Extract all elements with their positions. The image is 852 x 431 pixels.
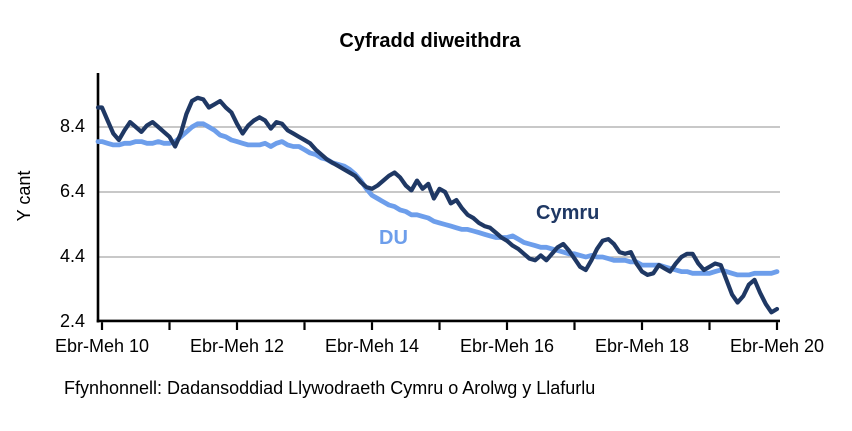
series-label-cymru: Cymru <box>536 202 600 224</box>
chart-title: Cyfradd diweithdra <box>339 30 521 52</box>
x-tick-label: Ebr-Meh 20 <box>729 336 825 356</box>
y-tick-label: 6.4 <box>59 181 85 201</box>
y-tick-label: 4.4 <box>59 246 85 266</box>
x-tick-label: Ebr-Meh 10 <box>54 336 150 356</box>
series-line-du <box>95 121 780 278</box>
source-note: Ffynhonnell: Dadansoddiad Llywodraeth Cy… <box>64 378 596 398</box>
series-line-cymru <box>95 95 780 315</box>
series-label-du: DU <box>379 227 408 249</box>
y-tick-label: 8.4 <box>59 116 85 136</box>
x-tick-label: Ebr-Meh 16 <box>459 336 555 356</box>
x-tick-label: Ebr-Meh 14 <box>324 336 420 356</box>
x-tick-label: Ebr-Meh 18 <box>594 336 690 356</box>
y-tick-label: 2.4 <box>59 311 85 331</box>
x-tick-label: Ebr-Meh 12 <box>189 336 285 356</box>
